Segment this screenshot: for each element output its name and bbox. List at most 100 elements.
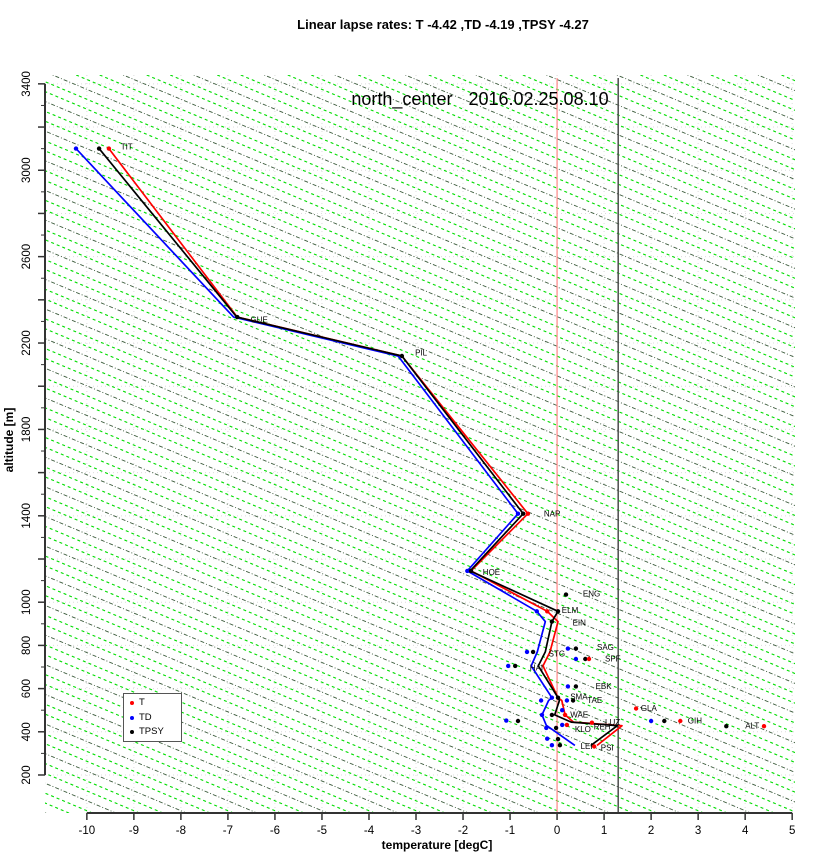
station-dot-NAP-TPSY: [521, 511, 526, 516]
legend-dot-tpsy: [130, 729, 134, 734]
y-axis-title: altitude [m]: [2, 407, 16, 473]
x-tick-label: -10: [79, 825, 96, 837]
station-dot-extra: [515, 718, 521, 724]
station-label-LUZ: LUZ: [605, 718, 620, 727]
station-label-REH: REH: [594, 723, 611, 732]
station-dot-REH-TD: [560, 722, 565, 728]
station-label-WAE: WAE: [570, 711, 588, 720]
station-label-PSI: PSI: [601, 743, 614, 752]
station-dot-GIH-T: [678, 718, 683, 724]
x-tick-label: 5: [789, 825, 795, 837]
legend-entry-td: TD: [130, 711, 181, 723]
station-dot-EBK-TD: [565, 684, 571, 689]
station-dot-NAP-TD: [515, 511, 521, 516]
station-label-EIN: EIN: [573, 619, 587, 628]
station-dot-extra: [555, 736, 561, 742]
x-tick-label: -2: [458, 825, 468, 837]
station-dot-GUE-TPSY: [235, 314, 240, 320]
x-tick-label: 1: [601, 825, 607, 837]
axes: [38, 83, 793, 820]
y-tick-label: 3400: [21, 71, 33, 97]
reference-lines: [556, 78, 619, 813]
station-label-ALT: ALT: [745, 722, 759, 731]
station-dot-TIT-TD: [73, 146, 79, 151]
x-tick-label: -7: [223, 825, 233, 837]
station-dot-HOE-TPSY: [468, 568, 474, 574]
station-label-SAG: SAG: [597, 643, 614, 652]
station-label-HOE: HOE: [483, 568, 500, 577]
station-dot-ELM-TD: [534, 609, 539, 614]
x-tick-label: 4: [742, 825, 749, 837]
series-line-TD: [75, 148, 576, 747]
station-label-GUE: GUE: [251, 315, 268, 324]
datetime-label: 2016.02.25.08.10: [468, 89, 609, 109]
station-dot-GLA-T: [633, 706, 639, 711]
gridlines: [45, 75, 795, 813]
x-tick-label: -4: [364, 825, 375, 837]
station-label-ELM: ELM: [562, 606, 579, 615]
station-label-LEI: LEI: [581, 742, 593, 751]
station-dot-KLO-TD: [544, 725, 549, 731]
station-label-PIL: PIL: [415, 349, 428, 358]
station-label-TAE: TAE: [587, 696, 602, 705]
station-dot-WAE-TD: [539, 712, 545, 718]
station-dot-HAI-TD: [506, 663, 511, 669]
station-dot-SAG-TD: [565, 646, 571, 651]
legend-label-t: T: [139, 697, 145, 709]
station-dot-ELM-TPSY: [555, 609, 561, 614]
legend-label-tpsy: TPSY: [139, 725, 164, 737]
chart-inner-title: north_center 2016.02.25.08.10: [351, 89, 608, 110]
station-dot-extra: [545, 736, 550, 741]
x-tick-label: -1: [505, 825, 515, 837]
station-dot-TIT-TPSY: [96, 146, 102, 151]
station-label-EBK: EBK: [596, 682, 613, 691]
tick-labels: -10 -9 -8 -7 -6 -5 -4 -3 -2 -1 0 1 2 3 4 52004006008001…: [21, 71, 795, 837]
y-tick-label: 200: [21, 765, 33, 784]
x-tick-label: -9: [129, 825, 139, 837]
station-dot-WAE-T: [562, 712, 568, 718]
station-label-STG: STG: [549, 649, 565, 658]
station-dot-SPF-TD: [573, 656, 579, 662]
station-dot-ENG-TPSY: [563, 592, 569, 597]
y-tick-label: 800: [21, 636, 33, 655]
station-dot-TAE-TD: [564, 698, 570, 703]
station-dot-KLO-TPSY: [553, 725, 559, 731]
station-label-KLO: KLO: [575, 725, 591, 734]
station-dot-LEI-TPSY: [557, 743, 563, 748]
y-tick-label: 2600: [21, 244, 33, 270]
chart-main-title: Linear lapse rates: T -4.42 ,TD -4.19 ,T…: [297, 17, 589, 32]
station-dot-SMA-TPSY: [555, 695, 561, 700]
station-dot-SPF-T: [586, 656, 592, 662]
series-lines: [75, 148, 623, 747]
station-label-SMA: SMA: [570, 692, 588, 701]
station-labels: TIT GUE PIL NAP HOE ENG ELM EIN SAG SPF STG HAI EBK S…: [121, 143, 760, 753]
station-dot-ELM-T: [545, 609, 550, 614]
y-tick-label: 600: [21, 679, 33, 698]
station-dot-STG-TD: [524, 649, 530, 655]
station-dot-LUZ-T: [589, 720, 595, 725]
x-tick-label: -8: [176, 825, 186, 837]
station-dot-HOE-TD: [465, 568, 470, 574]
station-dot-REH-T: [564, 722, 570, 728]
region-label: north_center: [351, 89, 453, 109]
y-tick-label: 400: [21, 722, 33, 741]
station-dot-NAP-T: [525, 511, 531, 516]
y-tick-label: 1400: [21, 503, 33, 529]
station-label-GLA: GLA: [641, 704, 658, 713]
lapse-guide-lines: [45, 75, 795, 813]
y-tick-label: 1000: [21, 589, 33, 615]
station-dot-TIT-T: [106, 146, 112, 151]
station-dots: [73, 146, 767, 749]
legend-entry-tpsy: TPSY: [130, 725, 181, 737]
x-tick-label: 2: [648, 825, 654, 837]
station-dot-SAG-TPSY: [573, 646, 579, 651]
station-label-SPF: SPF: [605, 654, 621, 663]
legend-label-td: TD: [139, 711, 152, 723]
y-tick-label: 3000: [21, 157, 33, 183]
x-tick-label: -3: [411, 825, 421, 837]
station-dot-EBK-TPSY: [573, 684, 579, 689]
x-axis-title: temperature [degC]: [381, 838, 493, 852]
station-dot-extra: [538, 698, 544, 703]
